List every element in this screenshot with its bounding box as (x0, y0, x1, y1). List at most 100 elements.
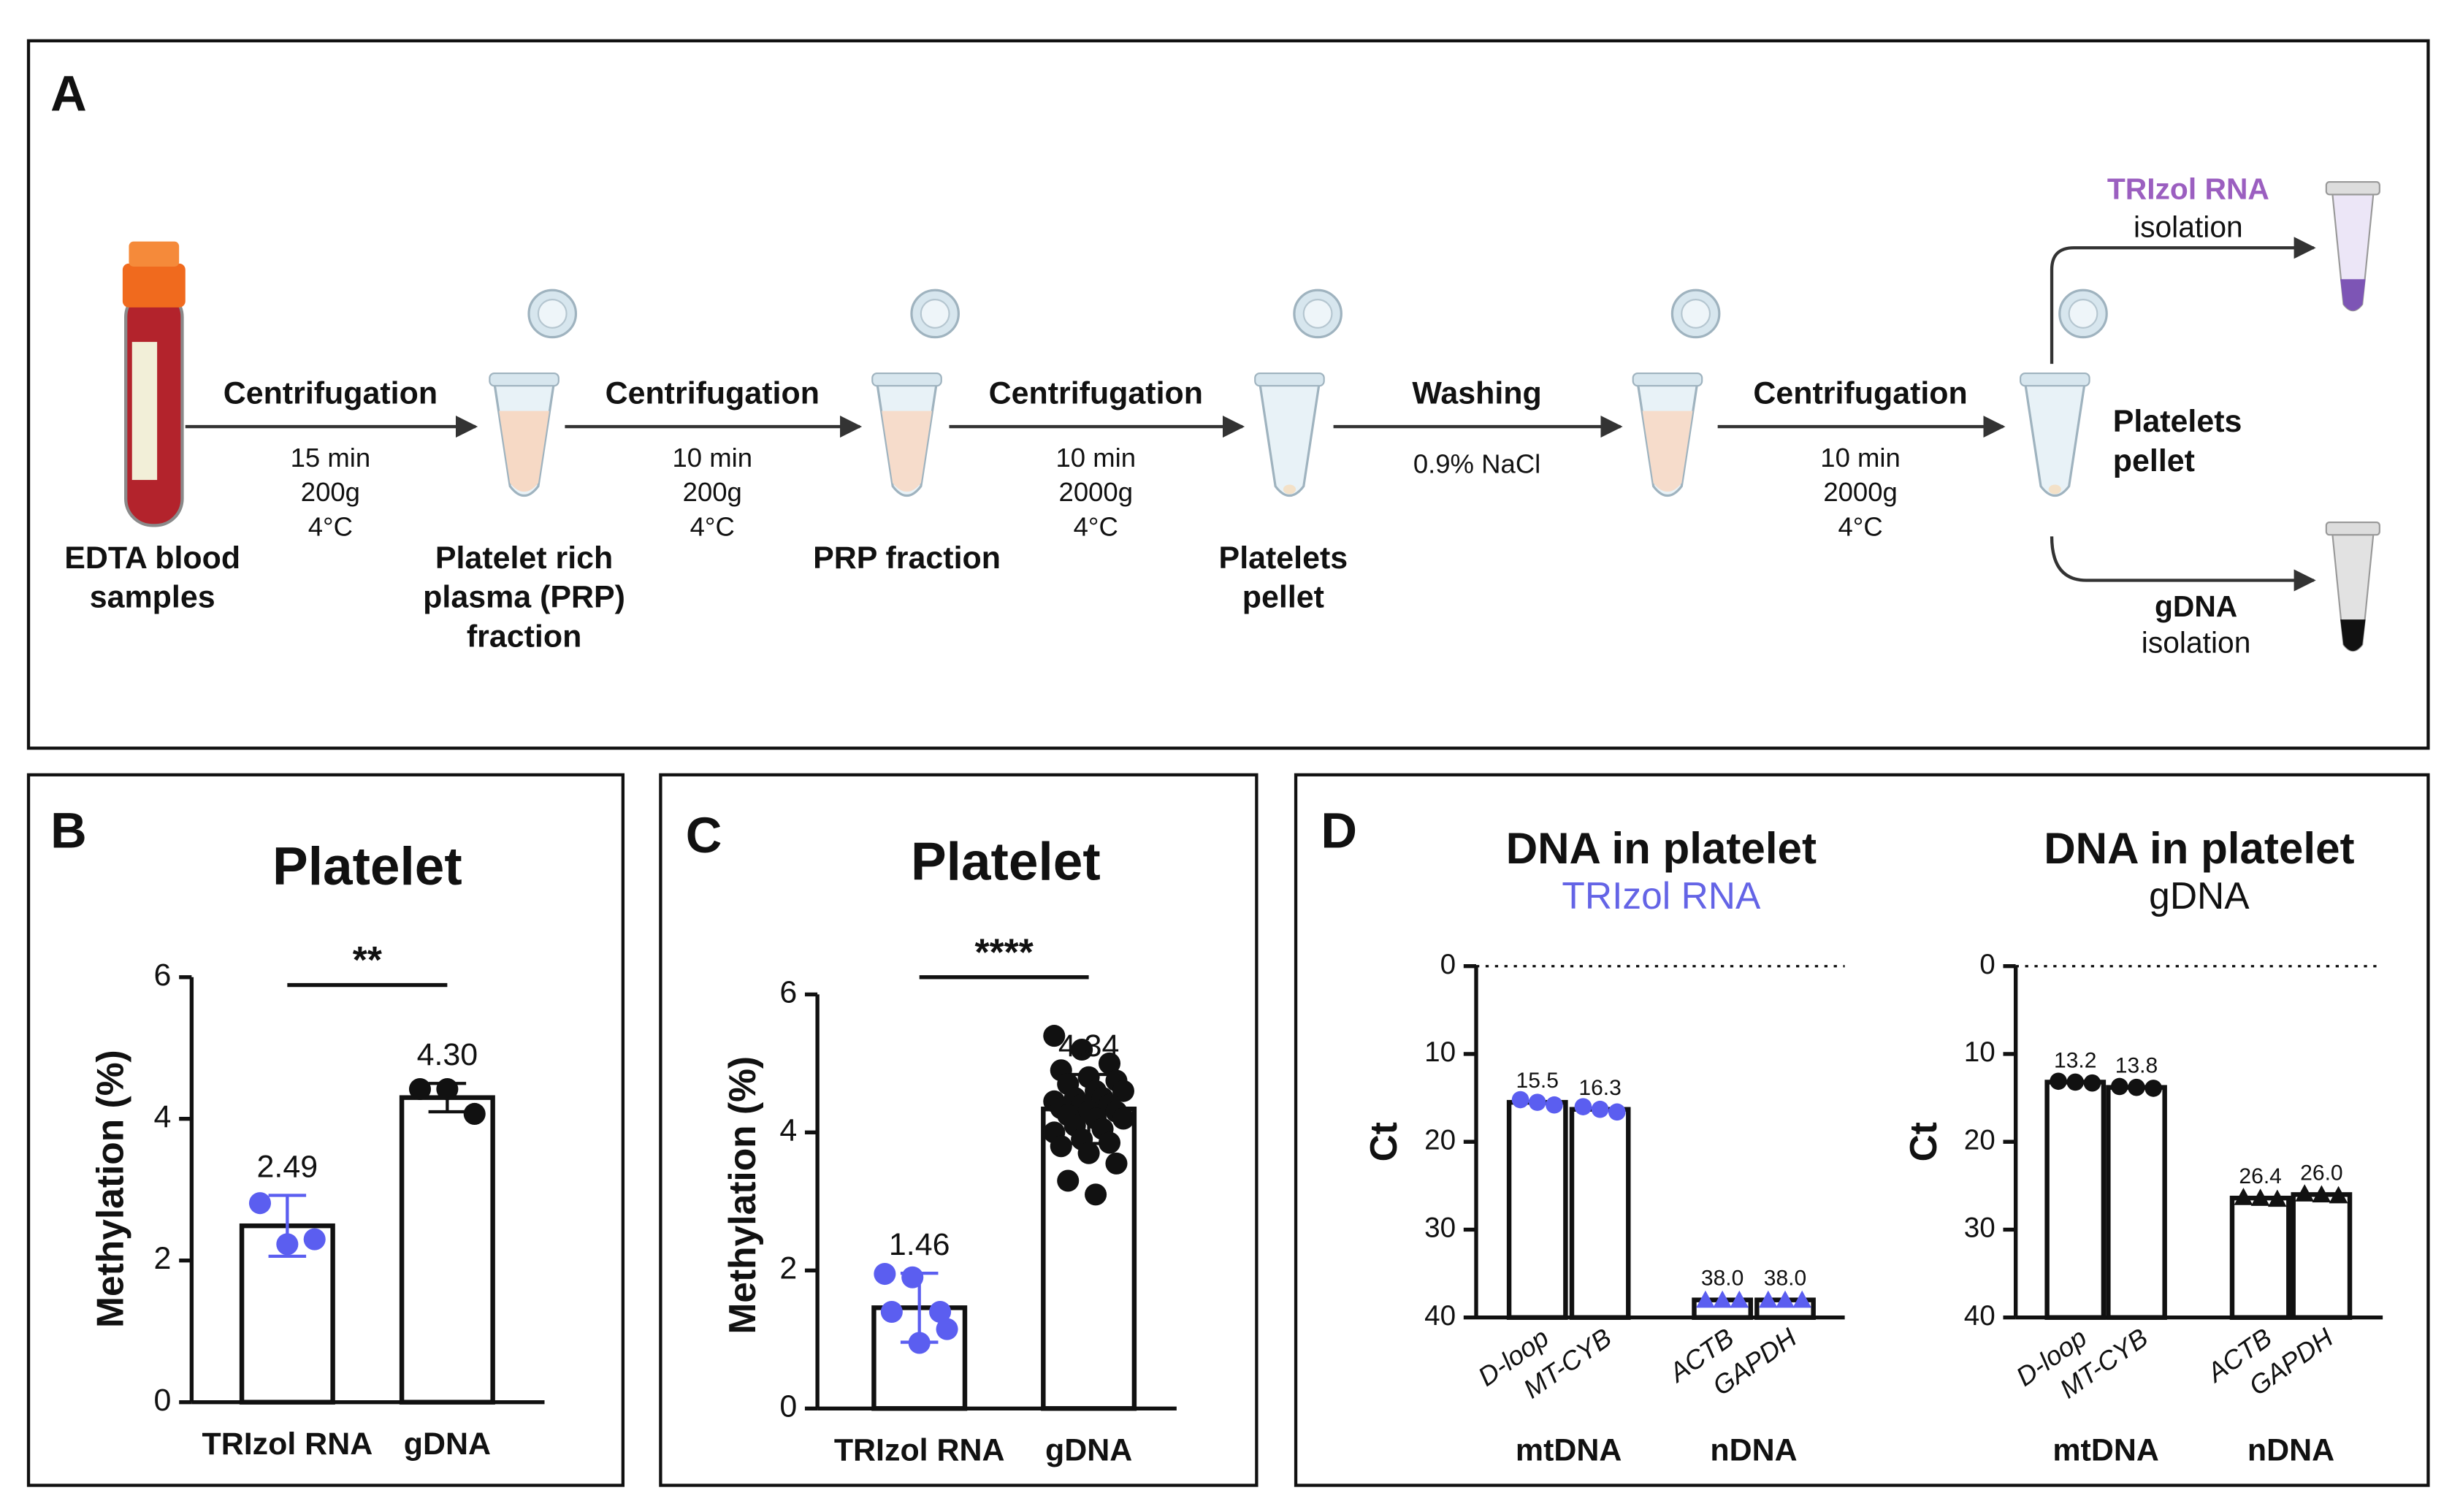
data-point (2312, 1185, 2331, 1203)
data-point (1511, 1091, 1529, 1109)
chart-title: Platelet (911, 833, 1101, 892)
y-tick-label: 20 (1424, 1124, 1456, 1156)
panel-label: D (1321, 803, 1357, 859)
step-title: Centrifugation (1753, 375, 1967, 411)
data-point (1098, 1131, 1121, 1154)
data-point (1758, 1290, 1778, 1308)
tube-rim (1254, 372, 1325, 387)
data-point (1696, 1290, 1715, 1308)
y-tick-label: 2 (154, 1241, 172, 1276)
blood-tube (122, 241, 186, 527)
data-point (276, 1233, 299, 1256)
data-point (2329, 1185, 2348, 1204)
chart-title: Platelet (272, 837, 462, 896)
data-point (2128, 1078, 2145, 1096)
data-point (1085, 1183, 1107, 1206)
panel-label: A (50, 65, 87, 121)
bar (2106, 1085, 2167, 1320)
data-point (303, 1228, 326, 1251)
data-point (1591, 1100, 1609, 1118)
value-label: 4.30 (417, 1037, 478, 1072)
y-axis-label: Ct (1902, 1122, 1944, 1161)
bar (1569, 1107, 1631, 1320)
group-label: nDNA (1710, 1433, 1797, 1468)
branch-text: isolation (2142, 625, 2251, 659)
step-title: Centrifugation (606, 375, 820, 411)
group-label: nDNA (2247, 1433, 2334, 1468)
data-point (1713, 1290, 1733, 1308)
fraction-label: Platelets (1219, 541, 1348, 576)
tube-liquid (1642, 411, 1693, 492)
y-tick-label: 20 (1964, 1124, 1995, 1156)
data-point (408, 1077, 432, 1101)
bar (399, 1095, 495, 1405)
y-tick-label: 2 (779, 1251, 797, 1286)
bar (1506, 1099, 1568, 1320)
data-point (248, 1192, 272, 1215)
tube-body (2023, 381, 2087, 497)
step-detail: 4°C (690, 511, 735, 541)
branch-text: isolation (2134, 210, 2243, 243)
step-title: Washing (1412, 375, 1541, 411)
value-label: 26.0 (2300, 1161, 2342, 1185)
step-detail: 4°C (308, 511, 353, 541)
tube-rim (871, 372, 942, 387)
data-point (1730, 1290, 1749, 1308)
tube-body (1258, 381, 1321, 497)
data-point (2267, 1189, 2287, 1207)
y-tick-label: 6 (779, 975, 797, 1010)
y-axis-label: Methylation (%) (89, 1050, 131, 1328)
panel-label: C (686, 807, 722, 863)
branch-arrow (2050, 237, 2316, 364)
data-point (1071, 1038, 1093, 1061)
small-tube-cap (2325, 181, 2380, 196)
data-point (2111, 1077, 2128, 1096)
y-tick-label: 0 (1979, 949, 1995, 980)
tube-pellet (1283, 484, 1296, 495)
y-tick-label: 4 (779, 1113, 797, 1148)
x-tick-label: TRIzol RNA (834, 1433, 1005, 1468)
small-tube-tip (2340, 279, 2366, 311)
tubes (489, 181, 2380, 652)
panel-c-frame (659, 773, 1259, 1487)
final-label: pellet (2113, 443, 2195, 478)
step-detail: 200g (683, 477, 742, 507)
data-point (2083, 1074, 2101, 1092)
step-detail: 0.9% NaCl (1413, 448, 1540, 478)
tube-cap-inner (1681, 299, 1711, 329)
chart-subtitle: TRIzol RNA (1562, 874, 1761, 917)
y-tick-label: 30 (1424, 1213, 1456, 1244)
group-label: mtDNA (2052, 1433, 2159, 1468)
group-label: mtDNA (1516, 1433, 1622, 1468)
tube-cap-inner (2068, 299, 2098, 329)
data-point (880, 1300, 903, 1324)
value-label: 38.0 (1701, 1267, 1743, 1291)
data-point (1105, 1152, 1128, 1175)
data-point (1776, 1290, 1795, 1308)
data-point (2250, 1188, 2270, 1206)
data-point (2234, 1188, 2253, 1205)
branch-name: gDNA (2155, 589, 2237, 623)
y-tick-label: 40 (1964, 1300, 1995, 1332)
data-point (936, 1318, 958, 1340)
value-label: 16.3 (1578, 1076, 1621, 1100)
step-detail: 4°C (1838, 511, 1882, 541)
small-tube-tip (2340, 619, 2366, 652)
bar (2291, 1192, 2353, 1320)
step-detail: 10 min (1820, 443, 1901, 473)
y-tick-label: 10 (1424, 1036, 1456, 1068)
branch-arrow (2050, 536, 2316, 592)
data-point (1112, 1107, 1134, 1130)
data-point (1574, 1098, 1592, 1115)
sample-label: EDTA blood (64, 541, 240, 576)
y-tick-label: 30 (1964, 1213, 1995, 1244)
sample-label: samples (90, 580, 215, 615)
tube-rim (1632, 372, 1703, 387)
data-point (2050, 1072, 2067, 1091)
panel-label: B (50, 803, 87, 859)
small-tube-cap (2325, 521, 2380, 536)
x-tick-label: TRIzol RNA (202, 1427, 373, 1462)
tube-cap-inner (920, 299, 950, 329)
chart-subtitle: gDNA (2149, 874, 2250, 917)
